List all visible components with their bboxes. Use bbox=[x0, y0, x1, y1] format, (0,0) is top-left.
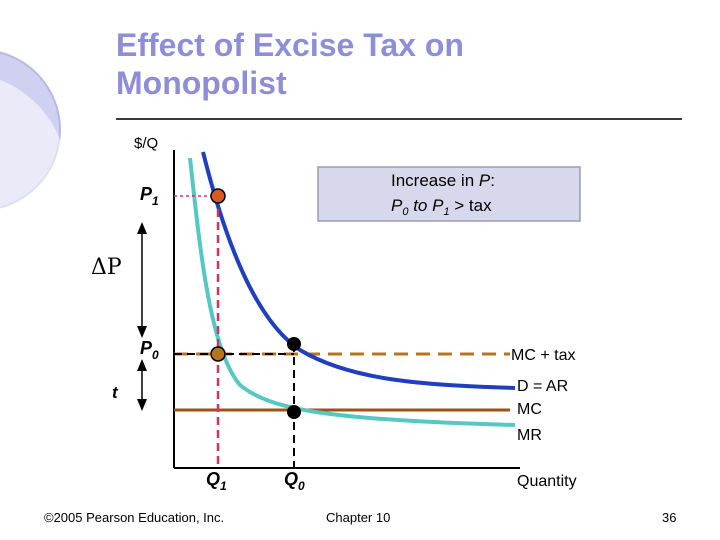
point-mr-mc bbox=[287, 405, 301, 419]
mc-tax-label: MC + tax bbox=[511, 347, 575, 364]
demand-label: D = AR bbox=[517, 378, 568, 395]
callout-line-1: Increase in P: bbox=[391, 171, 495, 190]
t-arrow-head-down bbox=[137, 399, 147, 411]
delta-p-arrow-head-up bbox=[137, 222, 147, 234]
title-divider bbox=[116, 118, 682, 120]
delta-p-arrow-head-down bbox=[137, 326, 147, 338]
demand-curve bbox=[201, 151, 516, 390]
slide-title-line-1: Effect of Excise Tax on bbox=[116, 27, 464, 63]
callout-line-2: P0 to P1 > tax bbox=[391, 196, 492, 218]
mc-label: MC bbox=[517, 401, 542, 418]
decor-circle-inner bbox=[0, 79, 68, 281]
footer-chapter: Chapter 10 bbox=[326, 510, 391, 525]
callout-box bbox=[317, 166, 581, 222]
point-p1-q1 bbox=[210, 188, 226, 204]
p0-label: P0 bbox=[140, 338, 159, 362]
p1-label: P1 bbox=[140, 184, 159, 208]
mr-curve bbox=[188, 157, 516, 427]
t-arrow-head-up bbox=[137, 359, 147, 371]
y-axis-label: $/Q bbox=[134, 135, 158, 152]
footer-copyright: ©2005 Pearson Education, Inc. bbox=[44, 510, 225, 525]
page-number: 36 bbox=[662, 510, 677, 525]
q1-label: Q1 bbox=[206, 469, 227, 493]
slide-title: Effect of Excise Tax on Monopolist bbox=[116, 26, 636, 102]
q0-label: Q0 bbox=[284, 469, 305, 493]
slide-title-line-2: Monopolist bbox=[116, 65, 287, 101]
t-label: t bbox=[112, 383, 119, 402]
decorative-circles bbox=[0, 51, 68, 281]
point-mr-mc-tax bbox=[210, 346, 226, 362]
delta-p-label: ΔP bbox=[91, 255, 122, 280]
x-axis-label: Quantity bbox=[517, 473, 577, 490]
mr-label: MR bbox=[517, 427, 542, 444]
point-p0-q0 bbox=[287, 337, 301, 351]
